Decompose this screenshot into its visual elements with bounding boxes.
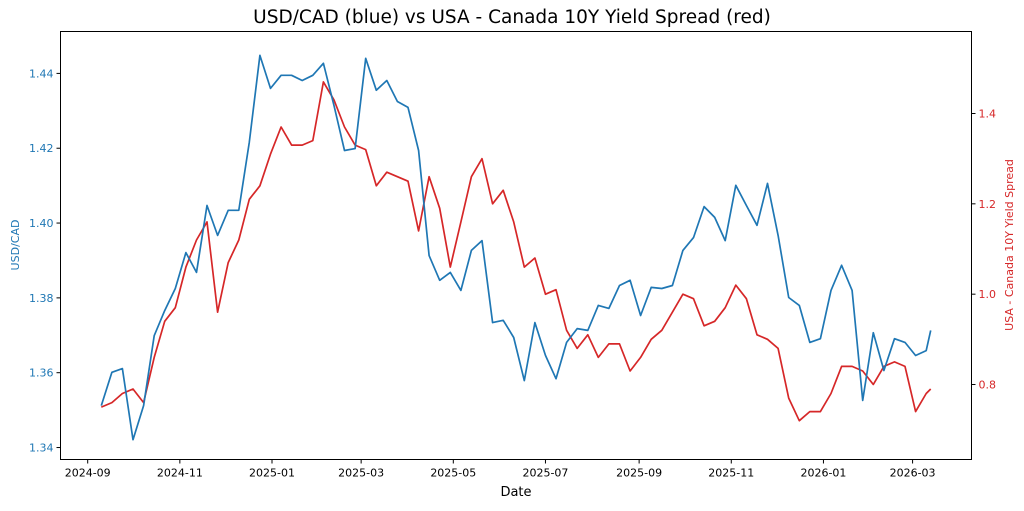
- x-tick-label: 2024-11: [157, 467, 203, 480]
- y-axis-left: 1.34 1.36 1.38 1.40 1.42 1.44: [29, 67, 61, 455]
- x-tick-label: 2025-07: [522, 467, 568, 480]
- y-axis-left-label: USD/CAD: [9, 220, 22, 271]
- x-tick-label: 2025-03: [338, 467, 384, 480]
- y-left-tick-label: 1.36: [29, 367, 54, 380]
- x-tick-label: 2025-01: [249, 467, 295, 480]
- x-tick-label: 2026-01: [800, 467, 846, 480]
- series-line-usdcad: [100, 54, 932, 441]
- series-line-yield-spread: [100, 81, 932, 422]
- x-tick-label: 2025-05: [430, 467, 476, 480]
- y-left-tick-label: 1.34: [29, 442, 54, 455]
- y-left-tick-label: 1.44: [29, 67, 54, 80]
- y-right-tick-label: 0.8: [979, 379, 997, 392]
- x-axis-label: Date: [500, 485, 531, 500]
- y-left-tick-label: 1.40: [29, 217, 54, 230]
- y-left-tick-label: 1.38: [29, 292, 54, 305]
- x-tick-label: 2025-09: [616, 467, 662, 480]
- x-tick-label: 2025-11: [708, 467, 754, 480]
- plot-frame: [60, 31, 972, 460]
- y-axis-right-label: USA - Canada 10Y Yield Spread: [1003, 159, 1016, 331]
- series-layer: [100, 54, 932, 441]
- chart-title: USD/CAD (blue) vs USA - Canada 10Y Yield…: [253, 7, 771, 28]
- y-axis-right: 0.8 1.0 1.2 1.4: [971, 107, 997, 392]
- y-right-tick-label: 1.0: [979, 288, 997, 301]
- y-left-tick-label: 1.42: [29, 142, 54, 155]
- y-right-tick-label: 1.2: [979, 198, 997, 211]
- x-tick-label: 2024-09: [65, 467, 111, 480]
- x-axis: 2024-09 2024-11 2025-01 2025-03 2025-05 2025-…: [65, 459, 936, 480]
- y-right-tick-label: 1.4: [979, 107, 997, 120]
- x-tick-label: 2026-03: [890, 467, 936, 480]
